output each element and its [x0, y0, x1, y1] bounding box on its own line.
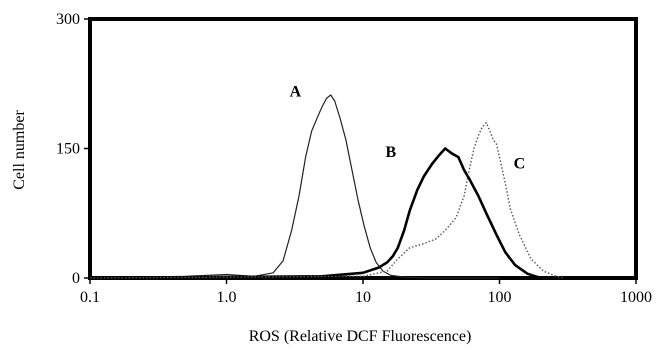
- y-tick-label: 0: [72, 270, 80, 287]
- axis-layer: 0.1 1.0 10 100 1000 0 150 300: [56, 11, 652, 306]
- x-axis-title: ROS (Relative DCF Fluorescence): [249, 328, 472, 345]
- series-layer: A B C: [89, 84, 565, 280]
- plot-frame: [88, 17, 638, 280]
- series-label-c: C: [514, 155, 526, 172]
- x-tick-label: 1000: [620, 289, 652, 306]
- series-line-a: [89, 94, 500, 279]
- series-line-c: [89, 121, 565, 279]
- series-line-b: [89, 147, 542, 280]
- plot-area: [88, 17, 638, 280]
- x-tick-label: 10: [355, 289, 371, 306]
- series-label-b: B: [386, 144, 397, 161]
- series-label-a: A: [290, 84, 302, 101]
- x-tick-label: 100: [488, 289, 512, 306]
- x-tick-label: 0.1: [80, 289, 100, 306]
- x-tick-label: 1.0: [217, 289, 237, 306]
- y-axis-title: Cell number: [11, 110, 28, 190]
- y-tick-label: 150: [56, 141, 80, 158]
- y-tick-label: 300: [56, 11, 80, 28]
